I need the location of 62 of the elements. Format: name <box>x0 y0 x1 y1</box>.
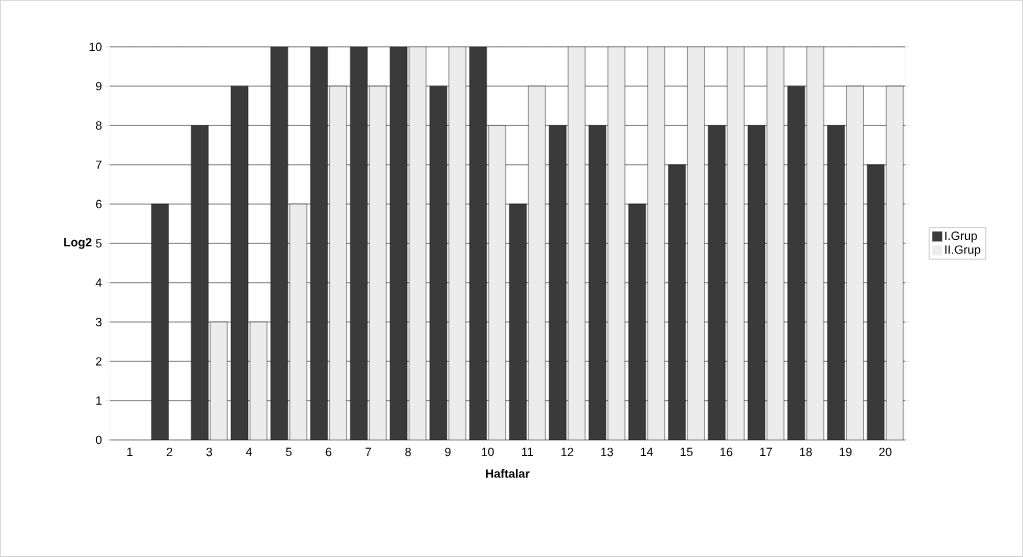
x-tick-label: 19 <box>839 447 852 457</box>
x-axis-title: Haftalar <box>486 469 530 478</box>
y-tick-label: 8 <box>95 121 102 130</box>
x-tick-label: 3 <box>206 447 213 457</box>
bar <box>350 46 368 441</box>
bar <box>191 125 209 441</box>
x-tick-label: 16 <box>720 447 733 457</box>
bar <box>886 86 904 441</box>
x-tick-label: 9 <box>445 447 451 457</box>
bar <box>528 86 546 441</box>
x-tick-label: 12 <box>561 447 574 457</box>
x-tick-label: 15 <box>680 447 693 457</box>
x-tick-label: 7 <box>365 447 372 457</box>
bar <box>329 86 347 441</box>
x-tick-label: 20 <box>879 447 892 457</box>
y-tick-label: 2 <box>96 357 102 366</box>
bar <box>787 86 805 441</box>
bar <box>151 203 169 441</box>
y-tick-label: 6 <box>96 199 102 209</box>
bar <box>846 86 864 441</box>
y-tick-label: 0 <box>95 435 102 445</box>
x-tick-label: 18 <box>800 447 812 457</box>
y-axis-title: Log2 <box>64 238 92 249</box>
bar <box>509 203 527 441</box>
bar <box>727 46 745 441</box>
x-tick-label: 6 <box>325 447 332 457</box>
bar <box>369 86 387 441</box>
y-tick-label: 4 <box>95 278 102 287</box>
y-tick-label: 3 <box>95 317 102 327</box>
y-tick-label: 7 <box>96 160 102 169</box>
bar <box>210 321 228 441</box>
bar <box>488 125 506 441</box>
bar <box>687 46 705 441</box>
bar <box>628 203 646 441</box>
bar <box>867 164 885 441</box>
bar <box>806 46 824 441</box>
x-tick-label: 4 <box>245 447 252 457</box>
x-tick-label: 8 <box>405 447 411 457</box>
bar <box>310 46 328 441</box>
y-tick-label: 9 <box>95 81 102 91</box>
y-tick-label: 5 <box>95 239 102 248</box>
legend-label: I.Grup <box>945 231 977 243</box>
y-tick-label: 1 <box>96 396 102 405</box>
legend-label: II.Grup <box>945 245 981 257</box>
x-tick-label: 10 <box>481 447 494 457</box>
bar <box>289 203 307 441</box>
x-tick-label: 17 <box>760 447 773 457</box>
x-tick-label: 5 <box>285 447 292 457</box>
x-tick-label: 11 <box>522 447 534 457</box>
x-tick-label: 1 <box>127 447 133 457</box>
bar <box>647 46 665 441</box>
bar <box>548 125 567 441</box>
bar <box>567 46 586 441</box>
bar <box>270 46 288 441</box>
x-tick-label: 13 <box>601 447 614 457</box>
x-tick-label: 2 <box>166 447 173 457</box>
bar <box>827 125 845 441</box>
y-tick-label: 10 <box>89 42 102 52</box>
x-tick-label: 14 <box>640 447 653 457</box>
bar <box>708 125 726 441</box>
bar <box>668 164 686 441</box>
bar <box>469 46 487 441</box>
